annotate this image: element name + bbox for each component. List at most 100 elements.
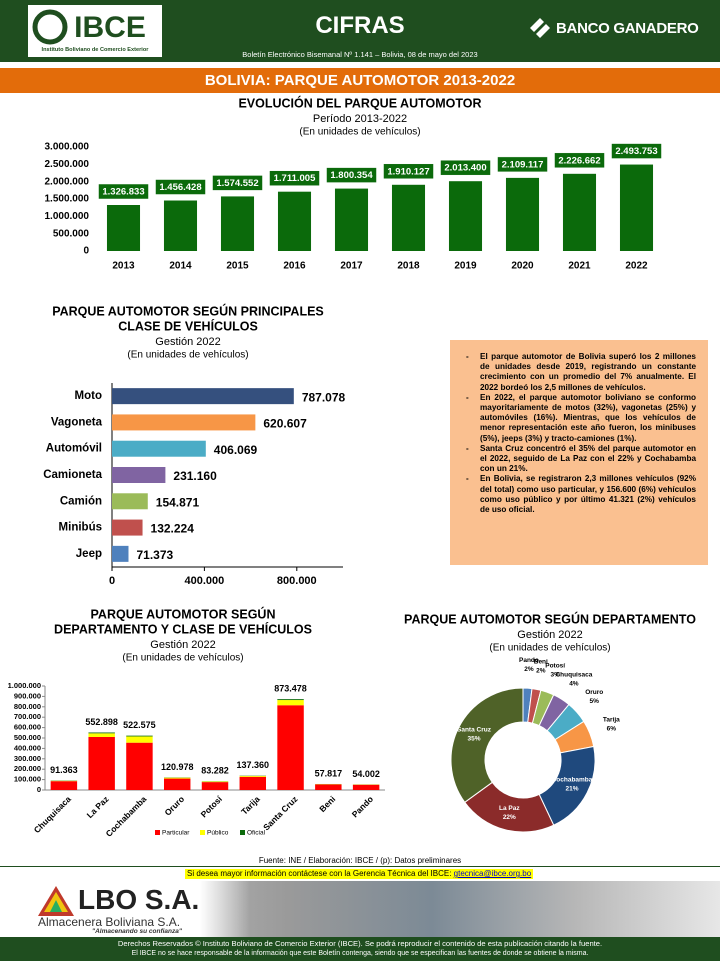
y-tick-label: Automóvil: [46, 443, 102, 455]
x-tick-label: 2017: [340, 261, 363, 272]
chart-title: PARQUE AUTOMOTOR SEGÚN: [91, 606, 276, 621]
x-tick-label: Pando: [350, 794, 375, 819]
slice-label: Tarija: [603, 717, 620, 724]
slice-value-label: 5%: [590, 698, 600, 705]
header-subtitle: Boletín Electrónico Bisemanal Nº 1.141 –…: [242, 50, 478, 59]
value-label-box: [440, 159, 491, 176]
bar-segment: [88, 732, 115, 734]
bar: [220, 196, 255, 251]
y-tick-label: 2.000.000: [45, 176, 90, 187]
x-tick-label: Beni: [317, 794, 337, 814]
bar-segment: [315, 784, 342, 790]
y-tick-label: 1.000.000: [45, 211, 90, 222]
value-label: 1.456.428: [159, 182, 201, 193]
chart-subtitle: Gestión 2022: [517, 629, 582, 641]
slice-label: Cochabamba: [552, 777, 593, 784]
y-tick-label: Moto: [75, 390, 102, 402]
slice-value-label: 2%: [524, 666, 534, 673]
x-tick-label: 0: [109, 575, 115, 587]
slice-label: Potosí: [545, 662, 565, 669]
note: El parque automotor de Bolivia superó lo…: [466, 352, 696, 393]
ad-brand: LBO S.A.: [78, 884, 200, 915]
slice-label: Pando: [519, 657, 539, 664]
legend-label: Oficial: [247, 830, 266, 837]
bar: [448, 181, 483, 251]
value-label: 132.224: [151, 522, 195, 536]
y-tick-label: 500.000: [14, 733, 41, 742]
legend-swatch: [240, 830, 245, 835]
legend-swatch: [155, 830, 160, 835]
bar-segment: [277, 700, 304, 706]
x-tick-label: 2016: [283, 261, 306, 272]
note: Santa Cruz concentró el 35% del parque a…: [466, 444, 696, 475]
x-tick-label: 2020: [511, 261, 534, 272]
chart-subtitle: Gestión 2022: [150, 639, 215, 651]
total-label: 873.478: [274, 684, 307, 694]
divider: [0, 866, 720, 867]
bar-segment: [201, 781, 229, 783]
chart-subtitle: Período 2013-2022: [313, 113, 407, 125]
contact-text: Si desea mayor información contáctese co…: [187, 869, 452, 878]
notes-box: El parque automotor de Bolivia superó lo…: [450, 340, 708, 565]
x-tick-label: Chuquisaca: [32, 794, 73, 835]
y-tick-label: Camioneta: [43, 469, 102, 481]
chart-unit-note: (En unidades de vehículos): [489, 643, 610, 654]
bar: [562, 173, 597, 251]
source: Fuente: INE / Elaboración: IBCE / (p): D…: [258, 856, 462, 865]
bar: [106, 205, 141, 251]
bar-segment: [201, 782, 229, 790]
value-label-box: [212, 175, 263, 191]
chart-title: PARQUE AUTOMOTOR SEGÚN PRINCIPALES: [52, 303, 324, 318]
value-label: 1.910.127: [387, 166, 429, 177]
y-tick-label: Minibús: [59, 522, 102, 534]
x-tick-label: Potosí: [199, 793, 225, 819]
value-label: 231.160: [173, 469, 217, 483]
value-label: 1.800.354: [330, 170, 373, 181]
value-label: 2.226.662: [558, 155, 600, 166]
chart-title: CLASE DE VEHÍCULOS: [118, 318, 258, 333]
slice-value-label: 3%: [550, 671, 560, 678]
logo-graphic: IBCE Instituto Boliviano de Comercio Ext…: [32, 9, 149, 53]
slice-label: Beni: [534, 658, 548, 665]
chart-title: DEPARTAMENTO Y CLASE DE VEHÍCULOS: [54, 621, 312, 636]
logo-globe: [32, 9, 68, 45]
bar-segment: [239, 776, 266, 790]
ad-slogan: "Almacenando su confianza": [92, 928, 182, 935]
slice-value-label: 4%: [569, 681, 579, 688]
x-tick-label: 2021: [568, 261, 591, 272]
chart-unit-note: (En unidades de vehículos): [127, 350, 248, 361]
bar: [112, 467, 166, 483]
bar-segment: [239, 775, 266, 777]
x-tick-label: 400.000: [185, 575, 225, 587]
chart-title: EVOLUCIÓN DEL PARQUE AUTOMOTOR: [238, 95, 481, 110]
bar: [277, 191, 312, 251]
value-label-box: [383, 163, 434, 180]
total-label: 137.360: [237, 760, 270, 770]
bar: [391, 184, 426, 251]
bar: [334, 188, 369, 251]
value-label: 2.109.117: [502, 159, 544, 170]
x-tick-label: 800.000: [277, 575, 317, 587]
bar: [112, 440, 206, 457]
y-tick-label: Jeep: [76, 548, 102, 560]
footer-line: Derechos Reservados © Instituto Bolivian…: [117, 939, 603, 948]
value-label-box: [611, 143, 662, 159]
slice-value-label: 2%: [536, 667, 546, 674]
slice-value-label: 22%: [503, 814, 516, 821]
y-tick-label: 300.000: [14, 754, 41, 763]
y-tick-label: 100.000: [14, 775, 41, 784]
total-label: 91.363: [50, 765, 78, 775]
bar-segment: [88, 733, 115, 737]
value-label-box: [155, 179, 206, 195]
chart-title: PARQUE AUTOMOTOR SEGÚN DEPARTAMENTO: [404, 611, 696, 626]
value-label-box: [98, 183, 149, 200]
bar: [112, 414, 256, 431]
x-tick-label: Tarija: [239, 794, 262, 817]
charts: EVOLUCIÓN DEL PARQUE AUTOMOTOR Período 20…: [8, 95, 697, 838]
x-tick-label: 2018: [397, 261, 420, 272]
chart-unit-note: (En unidades de vehículos): [299, 127, 420, 138]
footer: [0, 937, 720, 961]
bar-segment: [352, 784, 380, 790]
contact-email[interactable]: gtecnica@ibce.org.bo: [453, 869, 532, 878]
